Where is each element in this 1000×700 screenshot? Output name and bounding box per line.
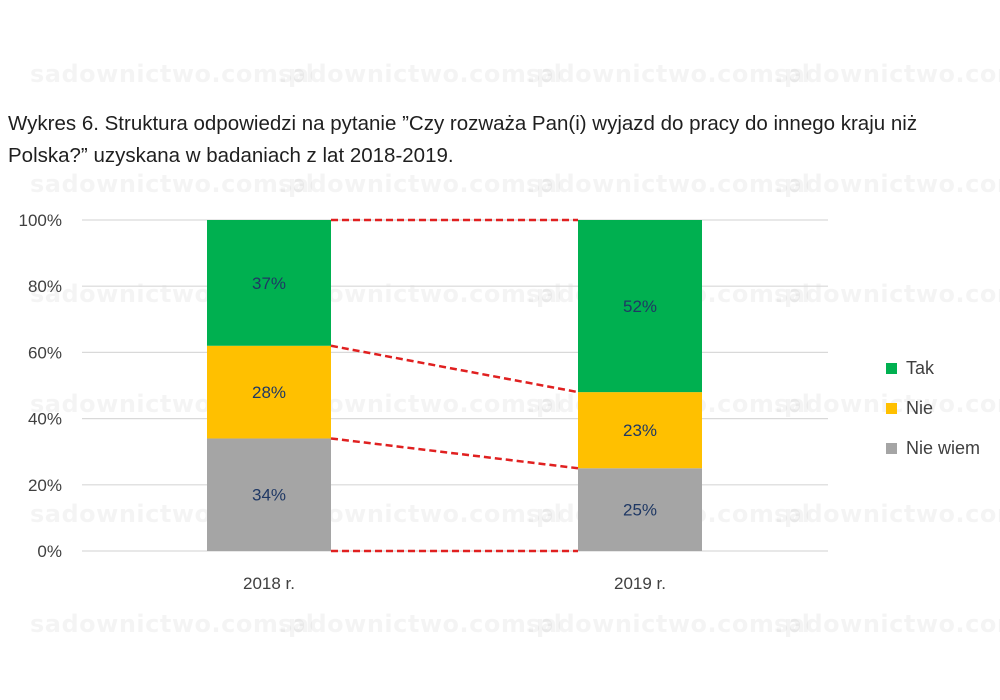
bar-segment-nie-wiem bbox=[578, 468, 702, 551]
data-label: 37% bbox=[252, 274, 286, 293]
data-labels: 34% 28% 37% 25% 23% 52% bbox=[252, 274, 657, 520]
bar-segment-tak bbox=[578, 220, 702, 393]
legend-swatch-nie bbox=[886, 402, 897, 414]
y-tick-label: 60% bbox=[28, 343, 62, 362]
y-tick-label: 100% bbox=[19, 211, 62, 230]
data-label: 23% bbox=[623, 421, 657, 440]
legend-label-nie-wiem: Nie wiem bbox=[906, 437, 981, 458]
bar-segment-nie bbox=[578, 392, 702, 469]
legend-item-tak: Tak bbox=[886, 348, 980, 388]
bars bbox=[207, 220, 702, 551]
data-label: 52% bbox=[623, 297, 657, 316]
x-axis-categories: 2018 r. 2019 r. bbox=[243, 574, 666, 593]
connector-line bbox=[330, 437, 579, 470]
data-label: 28% bbox=[252, 383, 286, 402]
gridlines bbox=[82, 219, 828, 552]
legend-item-nie: Nie bbox=[886, 388, 980, 428]
series-connectors bbox=[330, 218, 579, 553]
bar-segment-nie-wiem bbox=[207, 438, 331, 551]
x-category-label: 2019 r. bbox=[614, 574, 666, 593]
legend-swatch-tak bbox=[886, 362, 897, 374]
x-category-label: 2018 r. bbox=[243, 574, 295, 593]
legend-swatch-nie-wiem bbox=[886, 442, 897, 454]
y-tick-label: 80% bbox=[28, 277, 62, 296]
y-tick-label: 40% bbox=[28, 410, 62, 429]
legend-item-nie-wiem: Nie wiem bbox=[886, 428, 980, 468]
y-tick-label: 20% bbox=[28, 476, 62, 495]
legend-label-tak: Tak bbox=[906, 357, 935, 378]
bar-segment-nie bbox=[207, 345, 331, 439]
connector-line bbox=[330, 344, 579, 394]
data-label: 25% bbox=[623, 501, 657, 520]
data-label: 34% bbox=[252, 486, 286, 505]
y-axis-ticks: 0% 20% 40% 60% 80% 100% bbox=[19, 211, 62, 561]
legend-label-nie: Nie bbox=[906, 397, 934, 418]
bar-segment-tak bbox=[207, 220, 331, 346]
chart-legend: Tak Nie Nie wiem bbox=[886, 348, 980, 468]
chart-title: Wykres 6. Struktura odpowiedzi na pytani… bbox=[8, 112, 918, 167]
y-tick-label: 0% bbox=[37, 542, 62, 561]
